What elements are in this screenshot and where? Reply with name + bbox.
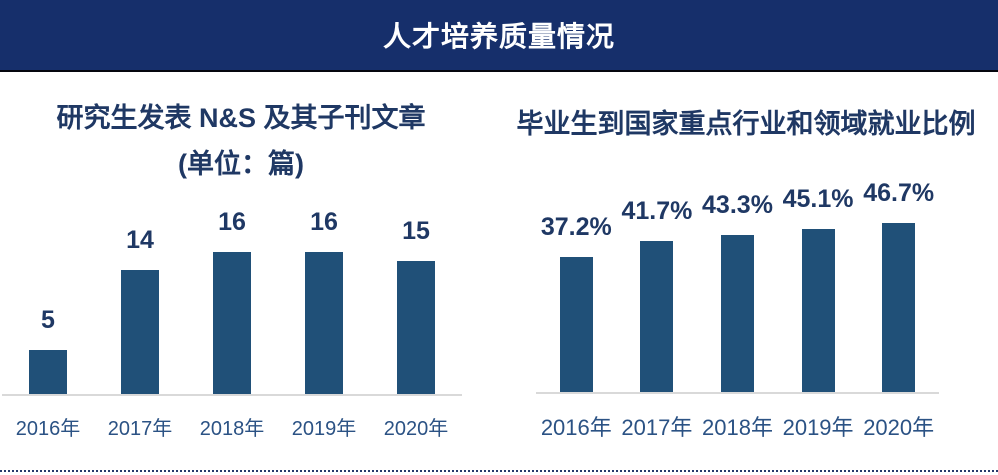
- bar-column: 5: [2, 308, 94, 394]
- bar-column: 45.1%: [778, 187, 859, 392]
- header-banner: 人才培养质量情况: [0, 0, 998, 72]
- bar-column: 41.7%: [617, 199, 698, 392]
- x-axis-label: 2017年: [621, 415, 693, 440]
- x-axis-label: 2016年: [540, 415, 612, 440]
- bar: [213, 252, 251, 394]
- left-chart-title: 研究生发表 N&S 及其子刊文章 (单位：篇): [0, 96, 482, 188]
- bar: [559, 257, 593, 392]
- right-chart-title: 毕业生到国家重点行业和领域就业比例: [494, 102, 998, 148]
- right-chart-title-line1: 毕业生到国家重点行业和领域就业比例: [516, 109, 976, 139]
- x-axis-label: 2020年: [383, 418, 449, 440]
- bar-column: 43.3%: [697, 193, 778, 392]
- x-axis-label: 2016年: [15, 418, 81, 440]
- bar-value-label: 46.7%: [863, 179, 935, 207]
- bar-value-label: 14: [126, 226, 154, 254]
- bar-value-label: 45.1%: [782, 185, 854, 213]
- right-chart-x-axis: 2016年 2017年 2018年 2019年 2020年: [536, 410, 939, 442]
- bar-column: 37.2%: [536, 215, 617, 392]
- bar-value-label: 41.7%: [621, 197, 693, 225]
- bar-value-label: 16: [310, 208, 338, 236]
- right-chart-panel: 毕业生到国家重点行业和领域就业比例: [494, 102, 998, 148]
- page-title: 人才培养质量情况: [382, 21, 615, 52]
- bar: [801, 229, 835, 392]
- bar: [882, 223, 916, 392]
- x-axis-label: 2018年: [702, 415, 773, 440]
- x-axis-label: 2019年: [291, 418, 357, 440]
- left-chart-title-unit: (单位：篇): [178, 148, 304, 179]
- bar: [305, 252, 343, 394]
- left-chart-title-line1: 研究生发表 N&S 及其子刊文章: [56, 103, 426, 133]
- bar-value-label: 16: [218, 208, 246, 236]
- x-axis-label: 2020年: [863, 415, 935, 440]
- bar-value-label: 43.3%: [702, 191, 773, 219]
- x-axis-label: 2019年: [782, 415, 854, 440]
- bar: [720, 235, 754, 392]
- bar-column: 46.7%: [858, 181, 939, 392]
- bar-value-label: 37.2%: [540, 213, 612, 241]
- bar-column: 16: [186, 210, 278, 394]
- bar-column: 14: [94, 228, 186, 394]
- bar-value-label: 5: [41, 306, 55, 334]
- bar: [640, 241, 674, 392]
- bottom-dotted-divider: [0, 470, 998, 472]
- right-bar-chart-plot: 37.2% 41.7% 43.3% 45.1% 46.7%: [536, 178, 939, 394]
- left-chart-panel: 研究生发表 N&S 及其子刊文章 (单位：篇): [0, 96, 482, 188]
- x-axis-label: 2017年: [107, 418, 173, 440]
- bar: [397, 261, 435, 394]
- left-chart-x-axis: 2016年 2017年 2018年 2019年 2020年: [2, 412, 462, 441]
- bar-column: 15: [370, 219, 462, 394]
- bar-value-label: 15: [402, 217, 430, 245]
- left-bar-chart-plot: 5 14 16 16 15: [2, 186, 462, 396]
- bar-column: 16: [278, 210, 370, 394]
- bar: [29, 350, 67, 394]
- x-axis-label: 2018年: [199, 418, 265, 440]
- bar: [121, 270, 159, 394]
